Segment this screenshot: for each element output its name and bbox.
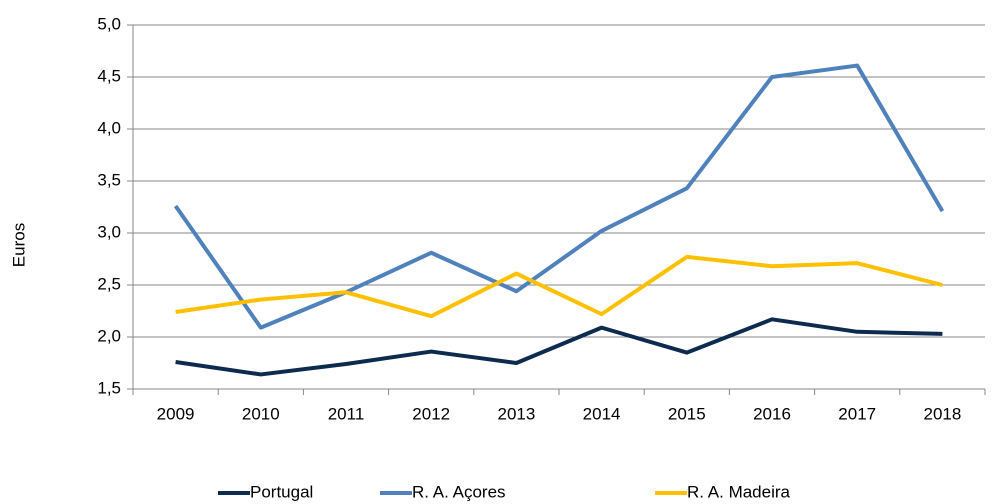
y-tick-label: 1,5: [97, 378, 121, 397]
y-tick-label: 3,0: [97, 222, 121, 241]
x-tick-label: 2010: [242, 404, 280, 423]
y-tick-label: 4,5: [97, 66, 121, 85]
legend-label: R. A. Açores: [412, 482, 506, 501]
series-line: [173, 63, 945, 330]
legend-label: R. A. Madeira: [687, 482, 791, 501]
y-tick-label: 2,0: [97, 326, 121, 345]
series-line: [175, 317, 943, 377]
x-tick-label: 2016: [753, 404, 791, 423]
x-tick-label: 2009: [157, 404, 195, 423]
series-line: [175, 254, 943, 319]
x-tick-label: 2011: [328, 404, 365, 423]
x-tick-label: 2015: [668, 404, 706, 423]
y-tick-label: 3,5: [97, 170, 121, 189]
y-axis-label: Euros: [9, 223, 28, 267]
y-tick-label: 2,5: [97, 274, 121, 293]
y-tick-label: 4,0: [97, 118, 121, 137]
x-tick-label: 2014: [583, 404, 621, 423]
y-tick-label: 5,0: [97, 14, 121, 33]
legend-label: Portugal: [250, 482, 313, 501]
x-tick-label: 2012: [412, 404, 450, 423]
x-tick-label: 2018: [923, 404, 961, 423]
x-tick-label: 2013: [497, 404, 535, 423]
x-tick-label: 2017: [838, 404, 876, 423]
